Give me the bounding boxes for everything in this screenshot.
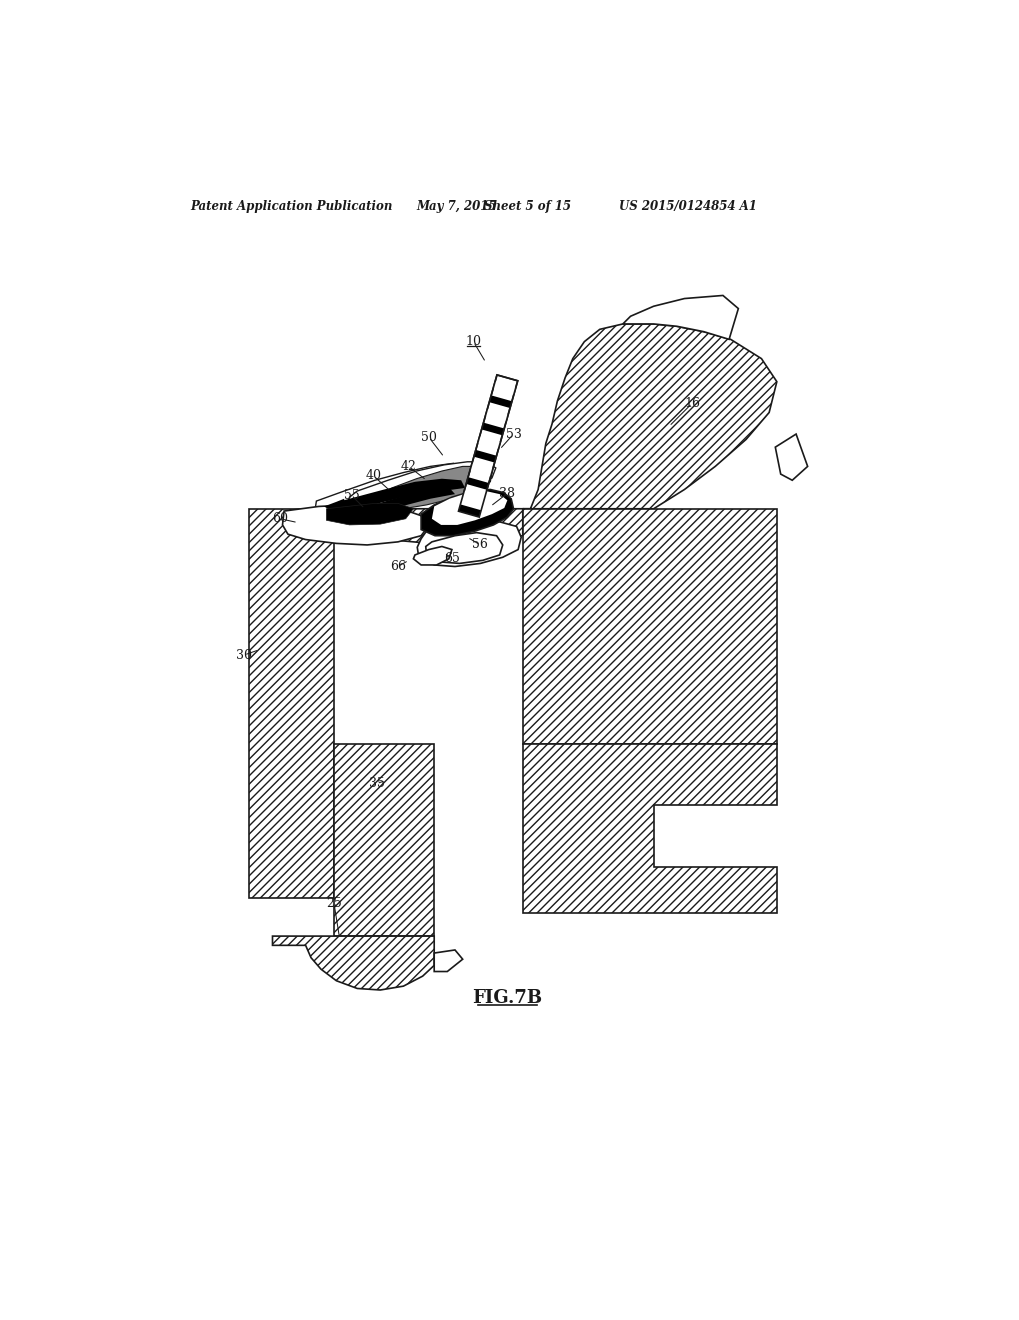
Polygon shape: [462, 491, 484, 503]
Text: 50: 50: [421, 430, 436, 444]
Text: May 7, 2015: May 7, 2015: [416, 199, 496, 213]
Text: 65: 65: [443, 552, 460, 565]
Text: 66: 66: [389, 560, 406, 573]
Polygon shape: [417, 521, 521, 566]
Polygon shape: [326, 503, 413, 525]
Polygon shape: [492, 381, 516, 395]
Polygon shape: [489, 396, 512, 408]
Polygon shape: [485, 409, 507, 421]
Text: 60: 60: [272, 512, 288, 525]
Text: Patent Application Publication: Patent Application Publication: [190, 199, 392, 213]
Polygon shape: [355, 488, 454, 516]
Polygon shape: [477, 436, 500, 449]
Text: 40: 40: [365, 469, 381, 482]
Text: FIG.7B: FIG.7B: [472, 989, 542, 1007]
Text: Sheet 5 of 15: Sheet 5 of 15: [484, 199, 571, 213]
Polygon shape: [282, 506, 428, 545]
Polygon shape: [334, 508, 522, 544]
Polygon shape: [250, 508, 334, 898]
Polygon shape: [315, 463, 461, 519]
Polygon shape: [522, 323, 776, 508]
Text: 10: 10: [465, 335, 481, 348]
Polygon shape: [458, 504, 481, 517]
Polygon shape: [425, 533, 502, 564]
Polygon shape: [466, 477, 488, 490]
Polygon shape: [623, 296, 738, 339]
Polygon shape: [421, 490, 513, 536]
Polygon shape: [387, 466, 491, 508]
Polygon shape: [337, 479, 465, 515]
Polygon shape: [324, 499, 345, 512]
Text: 25: 25: [326, 898, 341, 911]
Polygon shape: [522, 743, 776, 913]
Polygon shape: [522, 508, 776, 743]
Polygon shape: [481, 422, 503, 436]
Text: US 2015/0124854 A1: US 2015/0124854 A1: [619, 199, 756, 213]
Polygon shape: [470, 463, 492, 477]
Polygon shape: [272, 936, 434, 990]
Polygon shape: [458, 375, 518, 517]
Polygon shape: [413, 546, 451, 565]
Text: 38: 38: [499, 487, 515, 500]
Polygon shape: [334, 743, 434, 936]
Text: 42: 42: [400, 459, 417, 473]
Polygon shape: [774, 434, 807, 480]
Polygon shape: [474, 450, 496, 462]
Text: 35: 35: [368, 777, 384, 791]
Polygon shape: [346, 462, 495, 510]
Text: 55: 55: [343, 490, 360, 502]
Polygon shape: [434, 950, 463, 972]
Polygon shape: [431, 491, 506, 525]
Text: 53: 53: [505, 428, 521, 441]
Text: 16: 16: [684, 397, 699, 409]
Text: 30: 30: [235, 648, 252, 661]
Text: 56: 56: [472, 539, 488, 552]
